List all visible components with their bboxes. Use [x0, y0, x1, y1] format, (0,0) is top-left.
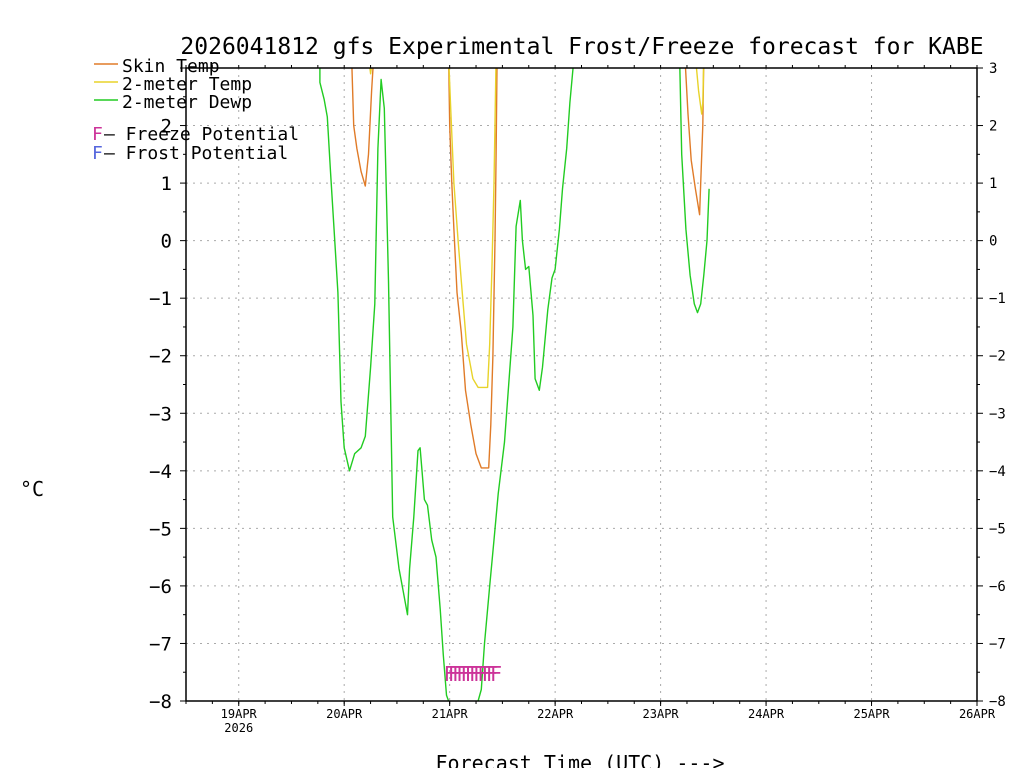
grid — [186, 68, 977, 701]
x-tick-label: 20APR — [326, 707, 363, 721]
2-meter-temp-line — [448, 68, 497, 389]
x-tick-label: 24APR — [748, 707, 785, 721]
y-tick-label-left: −4 — [149, 461, 172, 483]
2-meter-dewp-line — [679, 68, 710, 314]
x-tick-label: 22APR — [537, 707, 574, 721]
x-tick-label: 26APR — [959, 707, 996, 721]
2-meter-temp-line — [369, 68, 373, 75]
y-tick-label-right: 3 — [989, 61, 997, 77]
freeze-potential-marker: F — [452, 662, 464, 686]
y-tick-label-left: −8 — [149, 691, 172, 713]
axis-ticks: 3 2 2 1 1 0 0 −1 −1 −2 −2 −3 −3 −4 −4 −5 −5 −6 −6 −7 −7 −8 −8 1… — [149, 61, 1006, 735]
freeze-potential-marker: F — [469, 662, 481, 686]
x-tick-label: 25APR — [853, 707, 890, 721]
y-tick-label-right: −8 — [989, 694, 1006, 710]
legend-label: 2-meter Dewp — [122, 92, 252, 113]
freeze-potential-marker: F — [477, 662, 489, 686]
x-axis-label: Forecast Time (UTC) ---> — [436, 751, 725, 768]
y-tick-label-right: 2 — [989, 119, 997, 135]
y-tick-label-right: −6 — [989, 579, 1006, 595]
y-tick-label-left: −6 — [149, 576, 172, 598]
x-tick-label: 21APR — [432, 707, 469, 721]
y-tick-label-left: −1 — [149, 288, 172, 310]
freeze-potential-marker: F — [444, 662, 456, 686]
x-tick-label: 23APR — [643, 707, 680, 721]
freeze-potential-marker: F — [448, 662, 460, 686]
legend-label: Skin Temp — [122, 56, 220, 77]
skin-temp-line — [351, 68, 374, 187]
chart-title: 2026041812 gfs Experimental Frost/Freeze… — [180, 34, 983, 60]
2-meter-dewp-line — [319, 68, 450, 701]
legend-label: – Frost Potential — [104, 143, 288, 164]
y-tick-label-left: −5 — [149, 518, 172, 540]
legend-marker: F — [92, 143, 103, 164]
x-tick-sublabel: 2026 — [224, 721, 253, 735]
y-axis-label: °C — [20, 477, 44, 501]
y-tick-label-left: 0 — [161, 231, 172, 253]
skin-temp-line — [448, 68, 498, 469]
y-tick-label-left: 1 — [161, 173, 172, 195]
y-tick-label-right: 1 — [989, 176, 997, 192]
y-tick-label-right: −7 — [989, 636, 1006, 652]
y-tick-label-right: −2 — [989, 349, 1006, 365]
2-meter-temp-line — [695, 68, 705, 115]
legend-marker: F — [92, 124, 103, 145]
y-tick-label-right: −5 — [989, 521, 1006, 537]
legend-label: – Freeze Potential — [104, 124, 299, 145]
freeze-potential-marker: F — [482, 662, 494, 686]
2-meter-dewp-line — [477, 68, 574, 701]
y-tick-label-left: −3 — [149, 403, 172, 425]
x-tick-label: 19APR — [221, 707, 258, 721]
freeze-potential-marker: F — [486, 662, 498, 686]
y-tick-label-right: −1 — [989, 291, 1006, 307]
y-tick-label-right: 0 — [989, 234, 997, 250]
y-tick-label-left: 2 — [161, 116, 172, 138]
y-tick-label-right: −3 — [989, 406, 1006, 422]
series-group — [319, 68, 710, 701]
legend-label: 2-meter Temp — [122, 74, 252, 95]
y-tick-label-left: −2 — [149, 346, 172, 368]
y-tick-label-left: −7 — [149, 633, 172, 655]
freeze-potential-marker: F — [465, 662, 477, 686]
freeze-potential-marker: F — [473, 662, 485, 686]
freeze-potential-marker: F — [461, 662, 473, 686]
freeze-potential-marker: F — [490, 662, 502, 686]
freeze-potential-marker: F — [456, 662, 468, 686]
skin-temp-line — [684, 68, 705, 216]
y-tick-label-right: −4 — [989, 464, 1006, 480]
